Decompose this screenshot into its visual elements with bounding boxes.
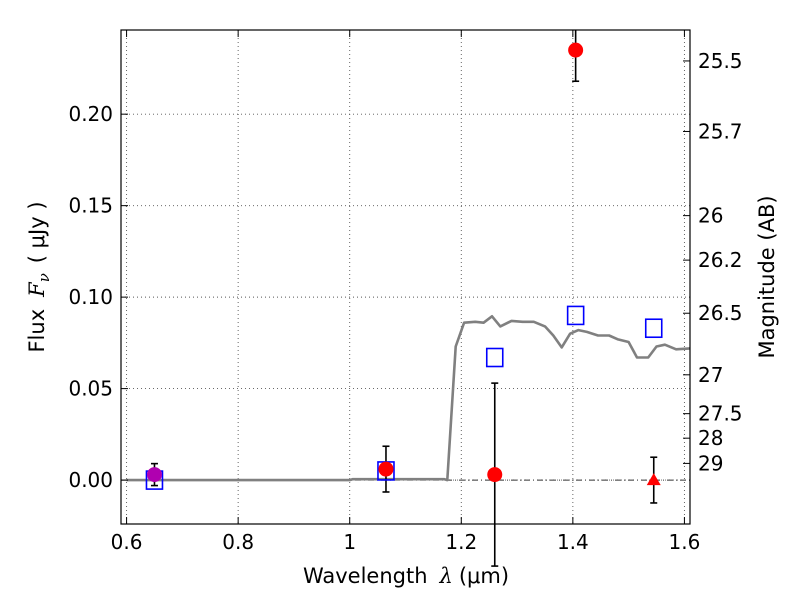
plot-border [120,29,691,525]
model-sed-layer [126,314,691,482]
model-points-layer [145,305,663,490]
y2-tick-label: 26.5 [698,301,743,325]
plot-frame [120,29,691,525]
x-tick-label: 1.4 [557,530,589,554]
y2-tick-label: 29 [698,451,723,475]
y2-tick-label: 25.7 [698,119,743,143]
y-tick-label: 0.15 [68,194,113,218]
y2-tick-label: 26 [698,204,723,228]
x-tick-label: 1.2 [445,530,477,554]
observed-points-layer [146,42,661,486]
x-tick-label: 1 [343,530,356,554]
y-tick-label: 0.10 [68,285,113,309]
x-axis-title: Wavelength λ (μm) [303,564,509,588]
observed-point [568,42,584,58]
y2-axis-title: Magnitude (AB) [755,195,779,358]
y-tick-label: 0.05 [68,377,113,401]
x-tick-label: 0.8 [222,530,254,554]
ticks-layer: 0.6 0.8 1 1.2 1.4 1.6 0.00 0.05 0.10 0.15 0.20 25.5… [68,30,743,554]
y-tick-label: 0.20 [68,102,113,126]
y2-tick-label: 27 [698,363,723,387]
grid [121,30,690,524]
model-point [566,305,585,326]
model-sed-curve [126,314,691,482]
y2-tick-label: 28 [698,426,723,450]
y-axis-title: FluxFν( μJy ) [25,201,53,352]
y2-tick-label: 26.2 [698,248,743,272]
observed-upper-limit-point [646,473,661,486]
x-tick-label: 1.6 [669,530,701,554]
observed-point [378,461,394,477]
y2-tick-label: 25.5 [698,49,743,73]
x-tick-label: 0.6 [111,530,143,554]
y-tick-label: 0.00 [68,468,113,492]
y2-tick-label: 27.5 [698,402,743,426]
model-point [485,347,504,368]
model-point [644,318,663,339]
errorbar-layer [150,30,658,567]
observed-point [487,467,503,483]
observed-point [146,467,162,483]
